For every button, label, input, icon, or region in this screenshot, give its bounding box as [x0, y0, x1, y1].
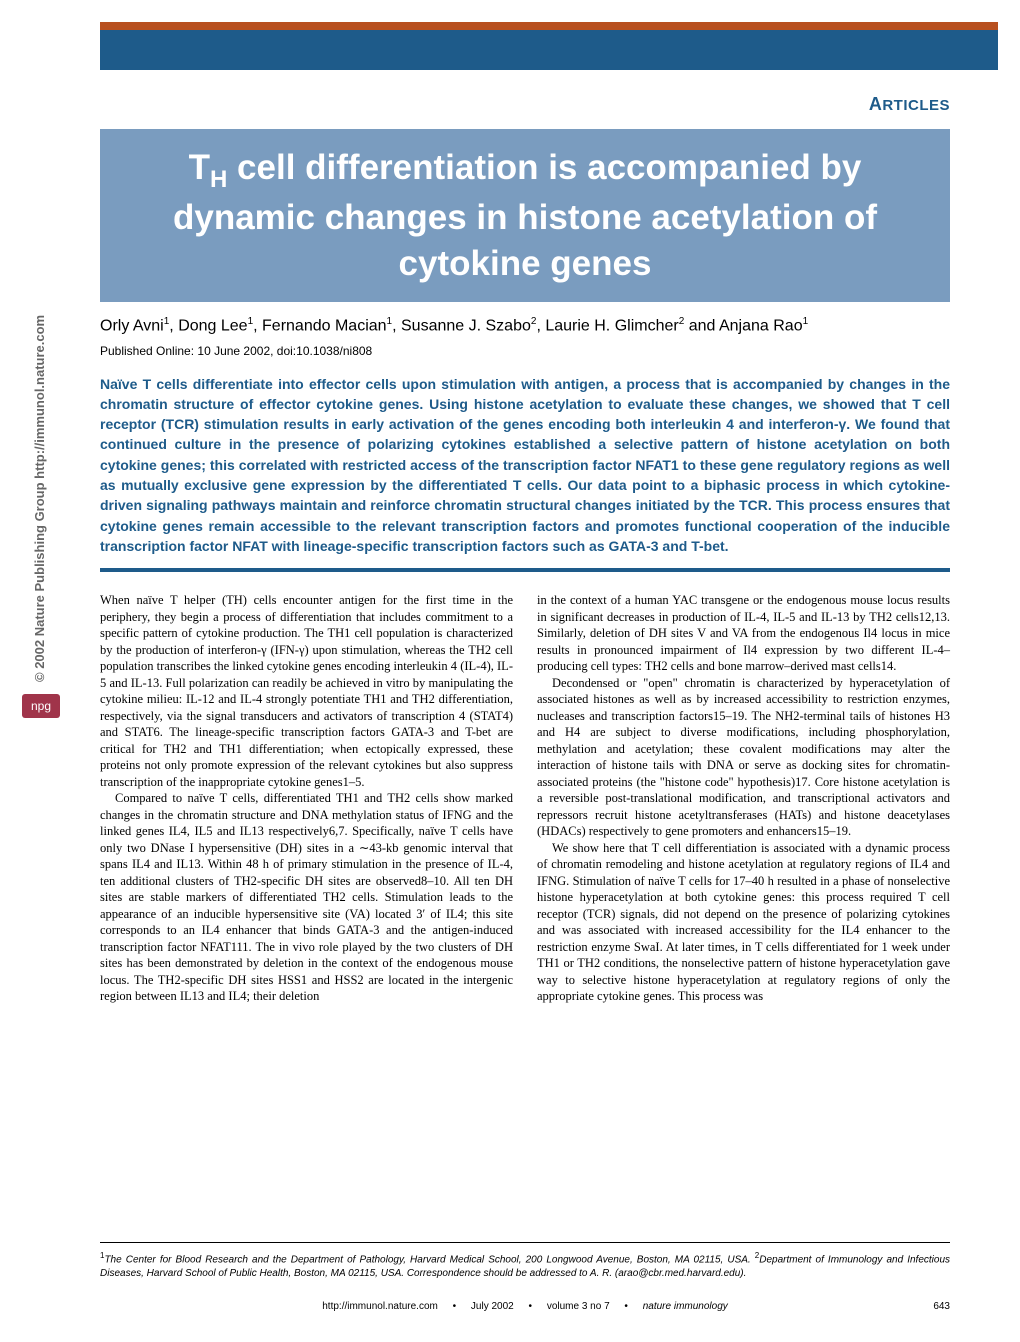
- title-subscript: H: [210, 166, 227, 193]
- footer-date: July 2002: [471, 1301, 514, 1312]
- title-rest: cell differentiation is accompanied by d…: [173, 148, 877, 283]
- abstract: Naïve T cells differentiate into effecto…: [100, 374, 950, 557]
- article-title: TH cell differentiation is accompanied b…: [130, 145, 920, 286]
- content-area: Orly Avni1, Dong Lee1, Fernando Macian1,…: [100, 316, 950, 1005]
- body-p1: When naïve T helper (TH) cells encounter…: [100, 592, 513, 790]
- title-block: TH cell differentiation is accompanied b…: [100, 129, 950, 302]
- title-prefix: T: [189, 148, 210, 187]
- body-p3: in the context of a human YAC transgene …: [537, 592, 950, 675]
- affiliations: 1The Center for Blood Research and the D…: [100, 1242, 950, 1280]
- section-label: ARTICLES: [0, 70, 1020, 129]
- footer-volume: volume 3 no 7: [547, 1301, 610, 1312]
- sidebar-copyright: © 2002 Nature Publishing Group http://im…: [32, 315, 47, 682]
- footer: http://immunol.nature.com • July 2002 • …: [100, 1301, 950, 1312]
- body-p4: Decondensed or "open" chromatin is chara…: [537, 675, 950, 840]
- header-bar: [100, 22, 998, 70]
- body-p2: Compared to naïve T cells, differentiate…: [100, 790, 513, 1005]
- footer-url: http://immunol.nature.com: [322, 1301, 438, 1312]
- body-p5: We show here that T cell differentiation…: [537, 840, 950, 1005]
- section-first-letter: A: [869, 94, 883, 114]
- footer-journal: nature immunology: [643, 1301, 728, 1312]
- footer-dot: •: [624, 1301, 628, 1312]
- npg-badge: npg: [22, 694, 60, 718]
- footer-page: 643: [933, 1301, 950, 1312]
- section-rest: RTICLES: [882, 97, 950, 114]
- divider: [100, 568, 950, 572]
- authors: Orly Avni1, Dong Lee1, Fernando Macian1,…: [100, 316, 950, 335]
- footer-dot: •: [529, 1301, 533, 1312]
- footer-dot: •: [453, 1301, 457, 1312]
- body-columns: When naïve T helper (TH) cells encounter…: [100, 592, 950, 1005]
- published-line: Published Online: 10 June 2002, doi:10.1…: [100, 344, 950, 358]
